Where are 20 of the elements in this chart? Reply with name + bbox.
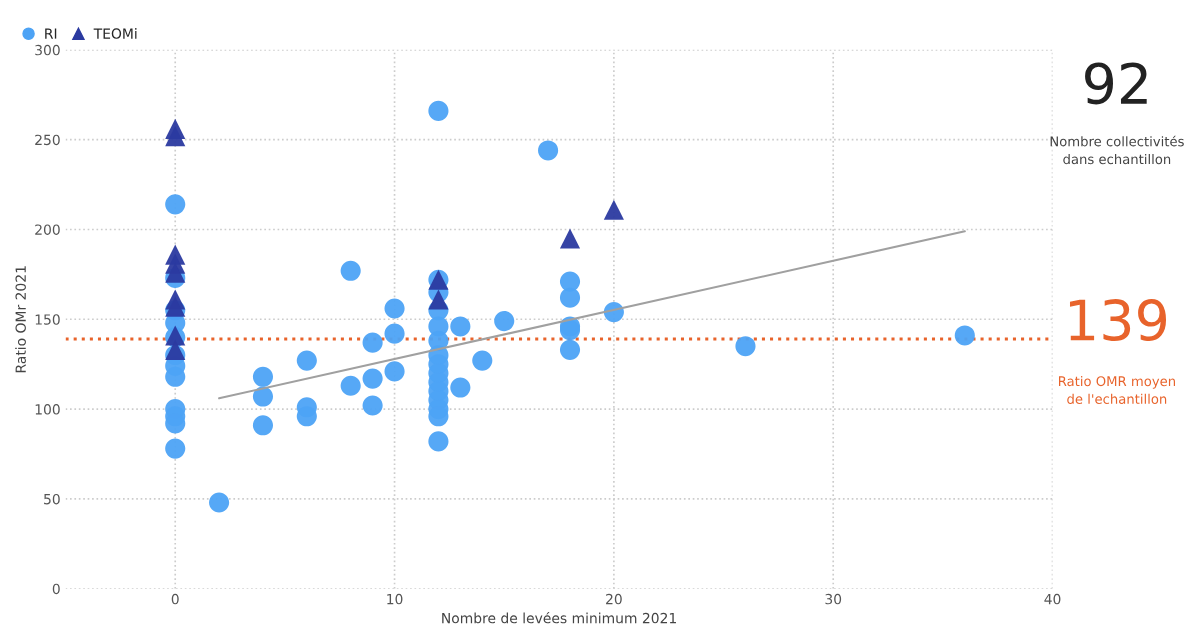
y-tick-label: 150 xyxy=(35,314,60,325)
text: 139 xyxy=(1069,299,1167,342)
x-tick-label: 20 xyxy=(606,593,622,605)
y-tick-label: 200 xyxy=(35,224,60,235)
text: Ratio OMR moyen de l'echantillon xyxy=(1058,375,1175,404)
annotation: Nombre collectivités dans echantillon xyxy=(1050,135,1184,165)
y-axis-title: Ratio OMr 2021 xyxy=(15,266,26,373)
x-axis-title: Nombre de levées minimum 2021 xyxy=(442,612,676,624)
y-tick-label: 300 xyxy=(35,44,60,56)
legend-label: RI xyxy=(45,28,57,39)
text: 92 xyxy=(1085,62,1147,105)
x-tick-label: 30 xyxy=(825,593,842,605)
y-tick-label: 50 xyxy=(44,493,60,505)
y-tick-label: 250 xyxy=(35,134,60,146)
y-tick-label: 0 xyxy=(52,583,60,595)
legend-label: TEOMi xyxy=(93,28,137,39)
x-tick-label: 40 xyxy=(1044,593,1061,605)
y-tick-label: 100 xyxy=(35,404,60,415)
x-tick-label: 10 xyxy=(387,593,403,605)
x-tick-label: 0 xyxy=(171,593,179,605)
